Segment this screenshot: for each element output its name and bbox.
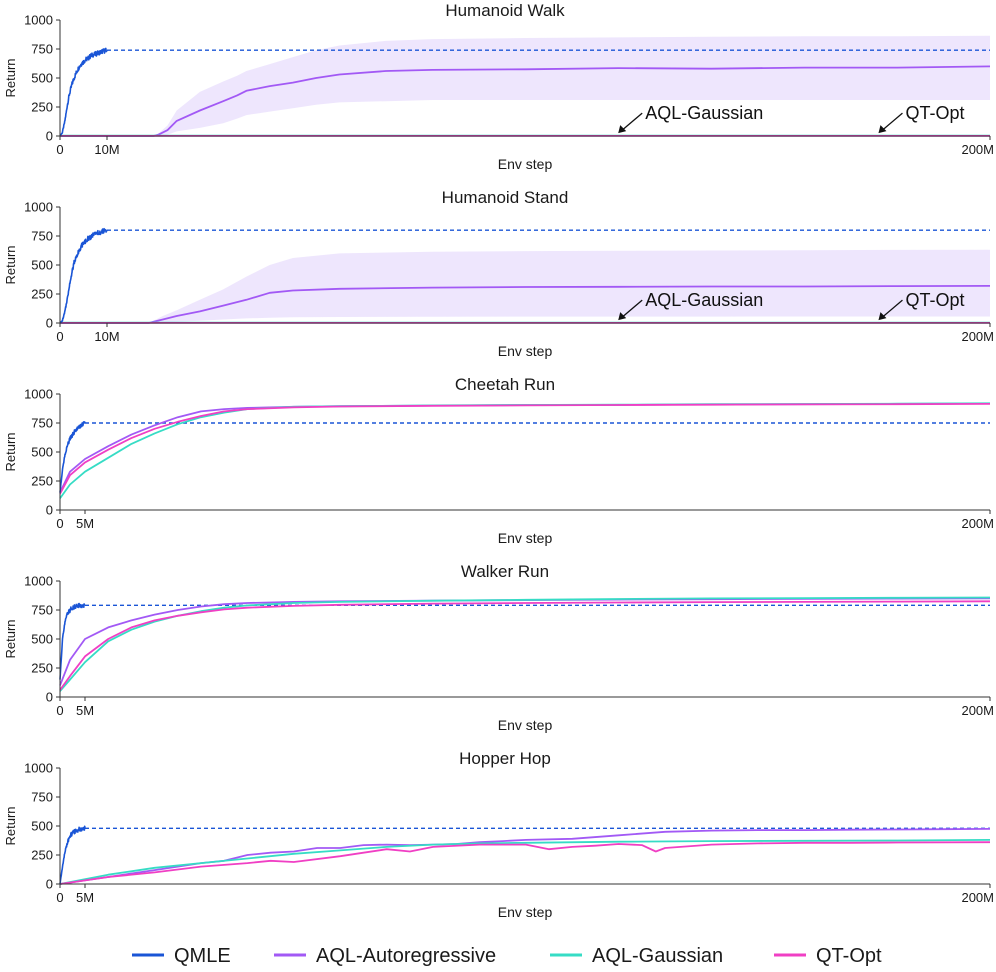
panel-humanoid-stand: Humanoid Stand 0 250 500 750 1000 0 10M 200M Env … [3, 188, 994, 359]
y-tick-label: 250 [31, 287, 53, 302]
y-tick-label: 500 [31, 445, 53, 460]
series-line-aql-autoregressive [59, 828, 991, 885]
y-tick-label: 1000 [24, 761, 53, 776]
x-tick-label: 5M [76, 703, 94, 718]
annotation-arrow [882, 299, 903, 318]
series-line-qt-opt [59, 403, 991, 495]
y-tick-label: 250 [31, 100, 53, 115]
annotation-arrow [621, 112, 643, 131]
series-line-aql-gaussian [59, 402, 991, 499]
series-line-qmle [59, 825, 86, 885]
y-axis-label: Return [3, 619, 18, 658]
y-tick-label: 750 [31, 603, 53, 618]
annotation-qt-opt: QT-Opt [905, 290, 964, 310]
series-line-qmle [59, 47, 108, 137]
x-axis-label: Env step [498, 717, 553, 733]
legend: QMLE AQL-Autoregressive AQL-Gaussian QT-… [132, 945, 882, 967]
y-tick-label: 1000 [24, 387, 53, 402]
y-tick-label: 0 [46, 316, 53, 331]
x-tick-label: 10M [94, 329, 119, 344]
panel-hopper-hop: Hopper Hop 0 250 500 750 1000 0 5M 200M Env step R… [3, 749, 994, 920]
annotation-arrowhead [618, 312, 627, 321]
x-tick-label: 0 [56, 142, 63, 157]
x-axis-label: Env step [498, 530, 553, 546]
panel-title: Walker Run [461, 562, 549, 581]
annotation-arrow [882, 112, 903, 131]
panel-title: Hopper Hop [459, 749, 551, 768]
y-tick-label: 1000 [24, 200, 53, 215]
series-line-qmle [59, 421, 86, 493]
band-aql-autoregressive [60, 35, 990, 137]
y-tick-label: 0 [46, 877, 53, 892]
annotation-arrowhead [878, 125, 887, 134]
y-tick-label: 500 [31, 258, 53, 273]
panel-walker-run: Walker Run 0 250 500 750 1000 0 5M 200M Env step R… [3, 562, 994, 733]
x-tick-label: 0 [56, 516, 63, 531]
y-axis-label: Return [3, 806, 18, 845]
series-line-qmle [59, 227, 108, 324]
x-tick-label: 0 [56, 329, 63, 344]
y-tick-label: 250 [31, 848, 53, 863]
y-tick-label: 0 [46, 690, 53, 705]
annotation-aql-gaussian: AQL-Gaussian [645, 103, 763, 123]
panel-title: Humanoid Walk [445, 1, 565, 20]
x-tick-label: 200M [961, 329, 994, 344]
series-line-aql-gaussian [59, 596, 991, 692]
legend-label-qt-opt: QT-Opt [816, 945, 882, 967]
y-axis-label: Return [3, 58, 18, 97]
x-axis-label: Env step [498, 156, 553, 172]
y-tick-label: 500 [31, 819, 53, 834]
y-tick-label: 1000 [24, 574, 53, 589]
x-tick-label: 5M [76, 890, 94, 905]
panel-title: Cheetah Run [455, 375, 555, 394]
x-axis-label: Env step [498, 343, 553, 359]
annotation-arrowhead [618, 125, 627, 134]
y-axis-label: Return [3, 432, 18, 471]
legend-label-aql-gaussian: AQL-Gaussian [592, 945, 723, 967]
y-tick-label: 500 [31, 71, 53, 86]
legend-label-qmle: QMLE [174, 945, 231, 967]
y-axis-label: Return [3, 245, 18, 284]
y-tick-label: 0 [46, 503, 53, 518]
panel-title: Humanoid Stand [442, 188, 569, 207]
series-line-qt-opt [59, 600, 991, 691]
series-line-qmle [59, 602, 86, 680]
y-tick-label: 0 [46, 129, 53, 144]
y-tick-label: 750 [31, 42, 53, 57]
y-tick-label: 500 [31, 632, 53, 647]
x-tick-label: 200M [961, 516, 994, 531]
x-tick-label: 10M [94, 142, 119, 157]
x-tick-label: 5M [76, 516, 94, 531]
x-tick-label: 200M [961, 890, 994, 905]
y-tick-label: 750 [31, 416, 53, 431]
x-axis-label: Env step [498, 904, 553, 920]
panel-humanoid-walk: Humanoid Walk 0 250 500 750 1000 0 10M 200M Env s… [3, 1, 994, 172]
x-tick-label: 0 [56, 703, 63, 718]
x-tick-label: 200M [961, 142, 994, 157]
series-line-aql-gaussian [59, 839, 991, 885]
annotation-aql-gaussian: AQL-Gaussian [645, 290, 763, 310]
series-line-aql-autoregressive [60, 285, 991, 324]
legend-label-aql-autoregressive: AQL-Autoregressive [316, 945, 496, 967]
y-tick-label: 750 [31, 229, 53, 244]
series-line-aql-autoregressive [60, 65, 991, 137]
series-line-qt-opt [59, 841, 991, 885]
y-tick-label: 250 [31, 661, 53, 676]
x-tick-label: 200M [961, 703, 994, 718]
panel-cheetah-run: Cheetah Run 0 250 500 750 1000 0 5M 200M Env step… [3, 375, 994, 546]
panels: Humanoid Walk 0 250 500 750 1000 0 10M 200M Env s… [3, 1, 994, 920]
annotation-qt-opt: QT-Opt [905, 103, 964, 123]
y-tick-label: 250 [31, 474, 53, 489]
y-tick-label: 1000 [24, 13, 53, 28]
annotation-arrow [621, 299, 643, 318]
annotation-arrowhead [878, 312, 887, 321]
y-tick-label: 750 [31, 790, 53, 805]
x-tick-label: 0 [56, 890, 63, 905]
